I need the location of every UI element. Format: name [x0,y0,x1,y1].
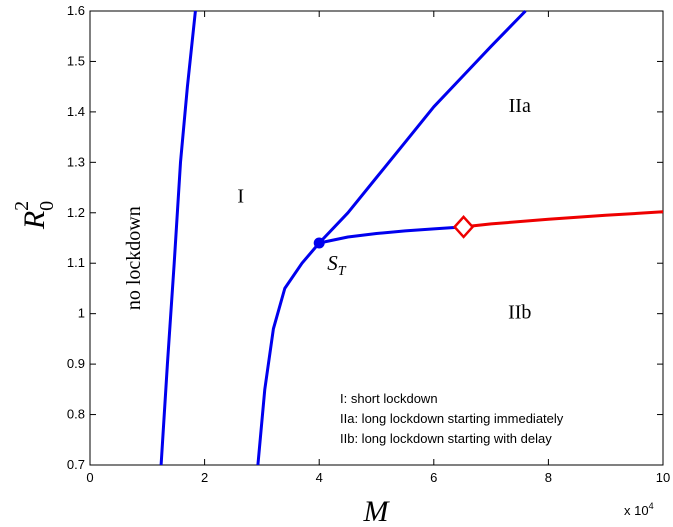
y-tick-label: 0.9 [67,356,85,371]
x-tick-label: 10 [656,470,670,485]
y-tick-label: 1.5 [67,53,85,68]
series-line-1 [159,10,197,466]
region-label: IIb [508,302,531,324]
legend-line: I: short lockdown [340,391,438,406]
y-tick-label: 1.1 [67,255,85,270]
plot-frame [89,10,664,466]
y-tick-label: 0.8 [67,407,85,422]
series-line-3 [318,225,464,245]
y-tick-label: 1 [78,306,85,321]
x-axis-label: M [363,495,391,527]
region-label: I [237,186,244,208]
legend-line: IIb: long lockdown starting with delay [340,431,552,446]
y-tick-label: 1.3 [67,154,85,169]
series-line-2 [256,9,527,466]
svg-text:R02: R02 [11,201,58,230]
x-tick-label: 4 [316,470,323,485]
x-tick-label: 0 [86,470,93,485]
region-label: IIa [509,95,531,117]
region-label: no lockdown [123,206,145,310]
transition-point-marker [313,237,325,249]
diamond-marker [452,215,475,239]
markers: ST [313,215,475,279]
x-tick-label: 2 [201,470,208,485]
y-tick-label: 0.7 [67,457,85,472]
y-tick-label: 1.6 [67,3,85,18]
y-tick-label: 1.4 [67,104,85,119]
legend-line: IIa: long lockdown starting immediately [340,411,564,426]
y-axis-label: R02 [11,201,58,230]
x-tick-label: 6 [430,470,437,485]
axis-ticks: 0 2 4 6 8 10 0.7 0.8 0.9 1 1.1 1.2 1.3 1.4 1.5 1.6 [67,3,670,485]
x-tick-label: 8 [545,470,552,485]
y-tick-label: 1.2 [67,205,85,220]
series-lines [159,9,664,466]
x-multiplier: x 104 [624,501,654,518]
transition-point-label: ST [327,251,347,279]
series-line-4 [463,210,664,229]
legend-text: I: short lockdown IIa: long lockdown star… [340,391,564,446]
region-labels: no lockdown I IIa IIb [123,95,532,324]
